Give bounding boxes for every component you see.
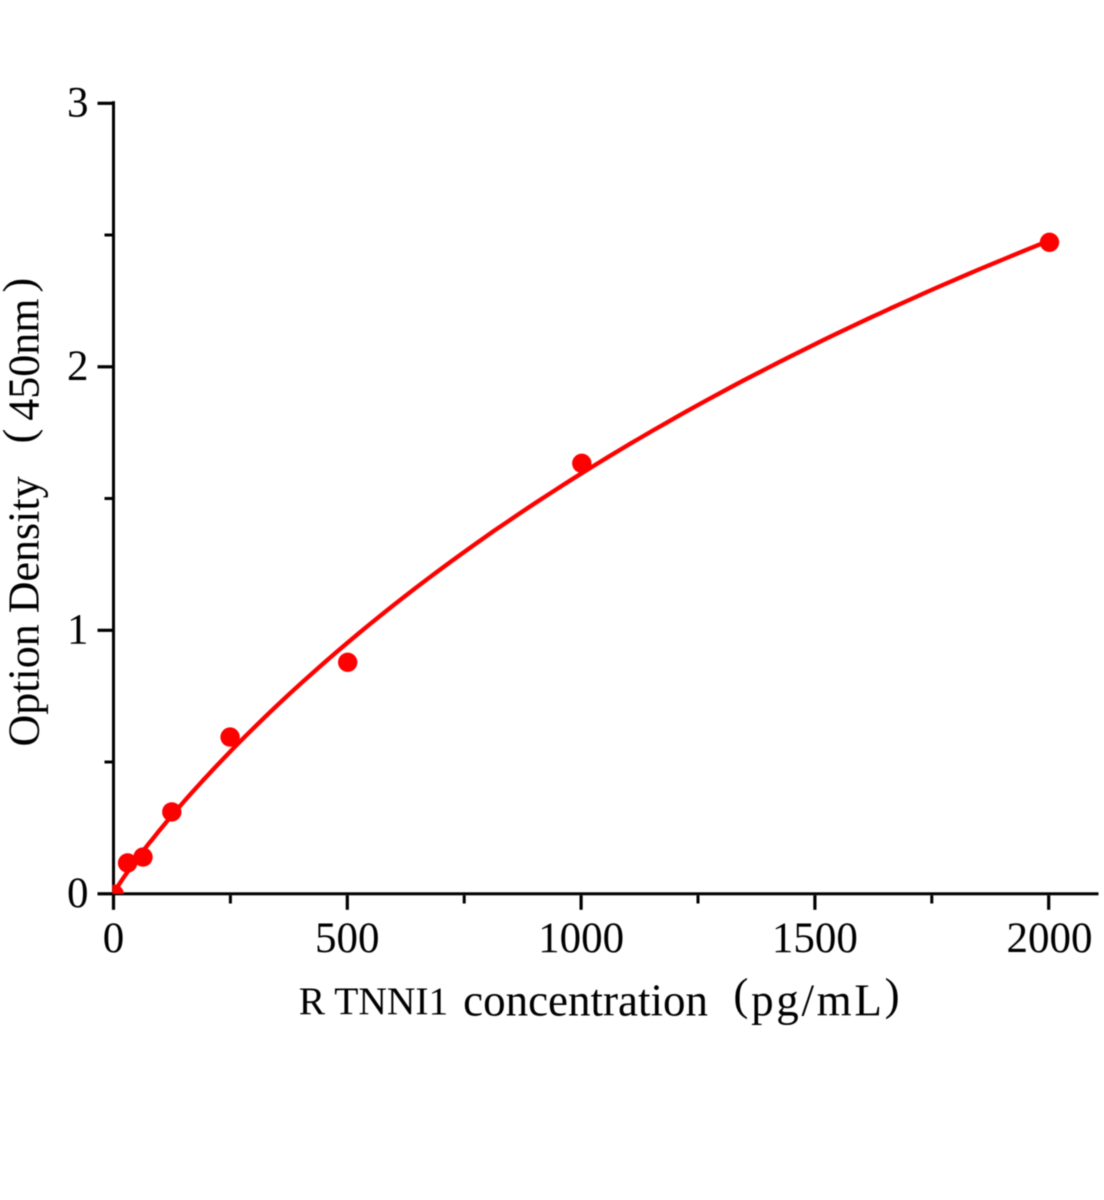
svg-text:0: 0 <box>103 915 125 962</box>
svg-text:1500: 1500 <box>772 915 858 962</box>
svg-text:R TNNI1: R TNNI1 <box>299 979 449 1023</box>
svg-text:1000: 1000 <box>538 915 624 962</box>
svg-text:(pg/mL): (pg/mL) <box>733 970 902 1026</box>
svg-text:concentration: concentration <box>463 976 708 1026</box>
svg-text:2: 2 <box>67 343 89 390</box>
svg-text:2000: 2000 <box>1007 915 1093 962</box>
svg-text:1: 1 <box>67 607 89 654</box>
svg-text:3: 3 <box>67 80 89 127</box>
svg-text:500: 500 <box>315 915 380 962</box>
svg-text:Option Density (450nm): Option Density (450nm) <box>0 278 49 747</box>
svg-text:0: 0 <box>67 870 89 917</box>
